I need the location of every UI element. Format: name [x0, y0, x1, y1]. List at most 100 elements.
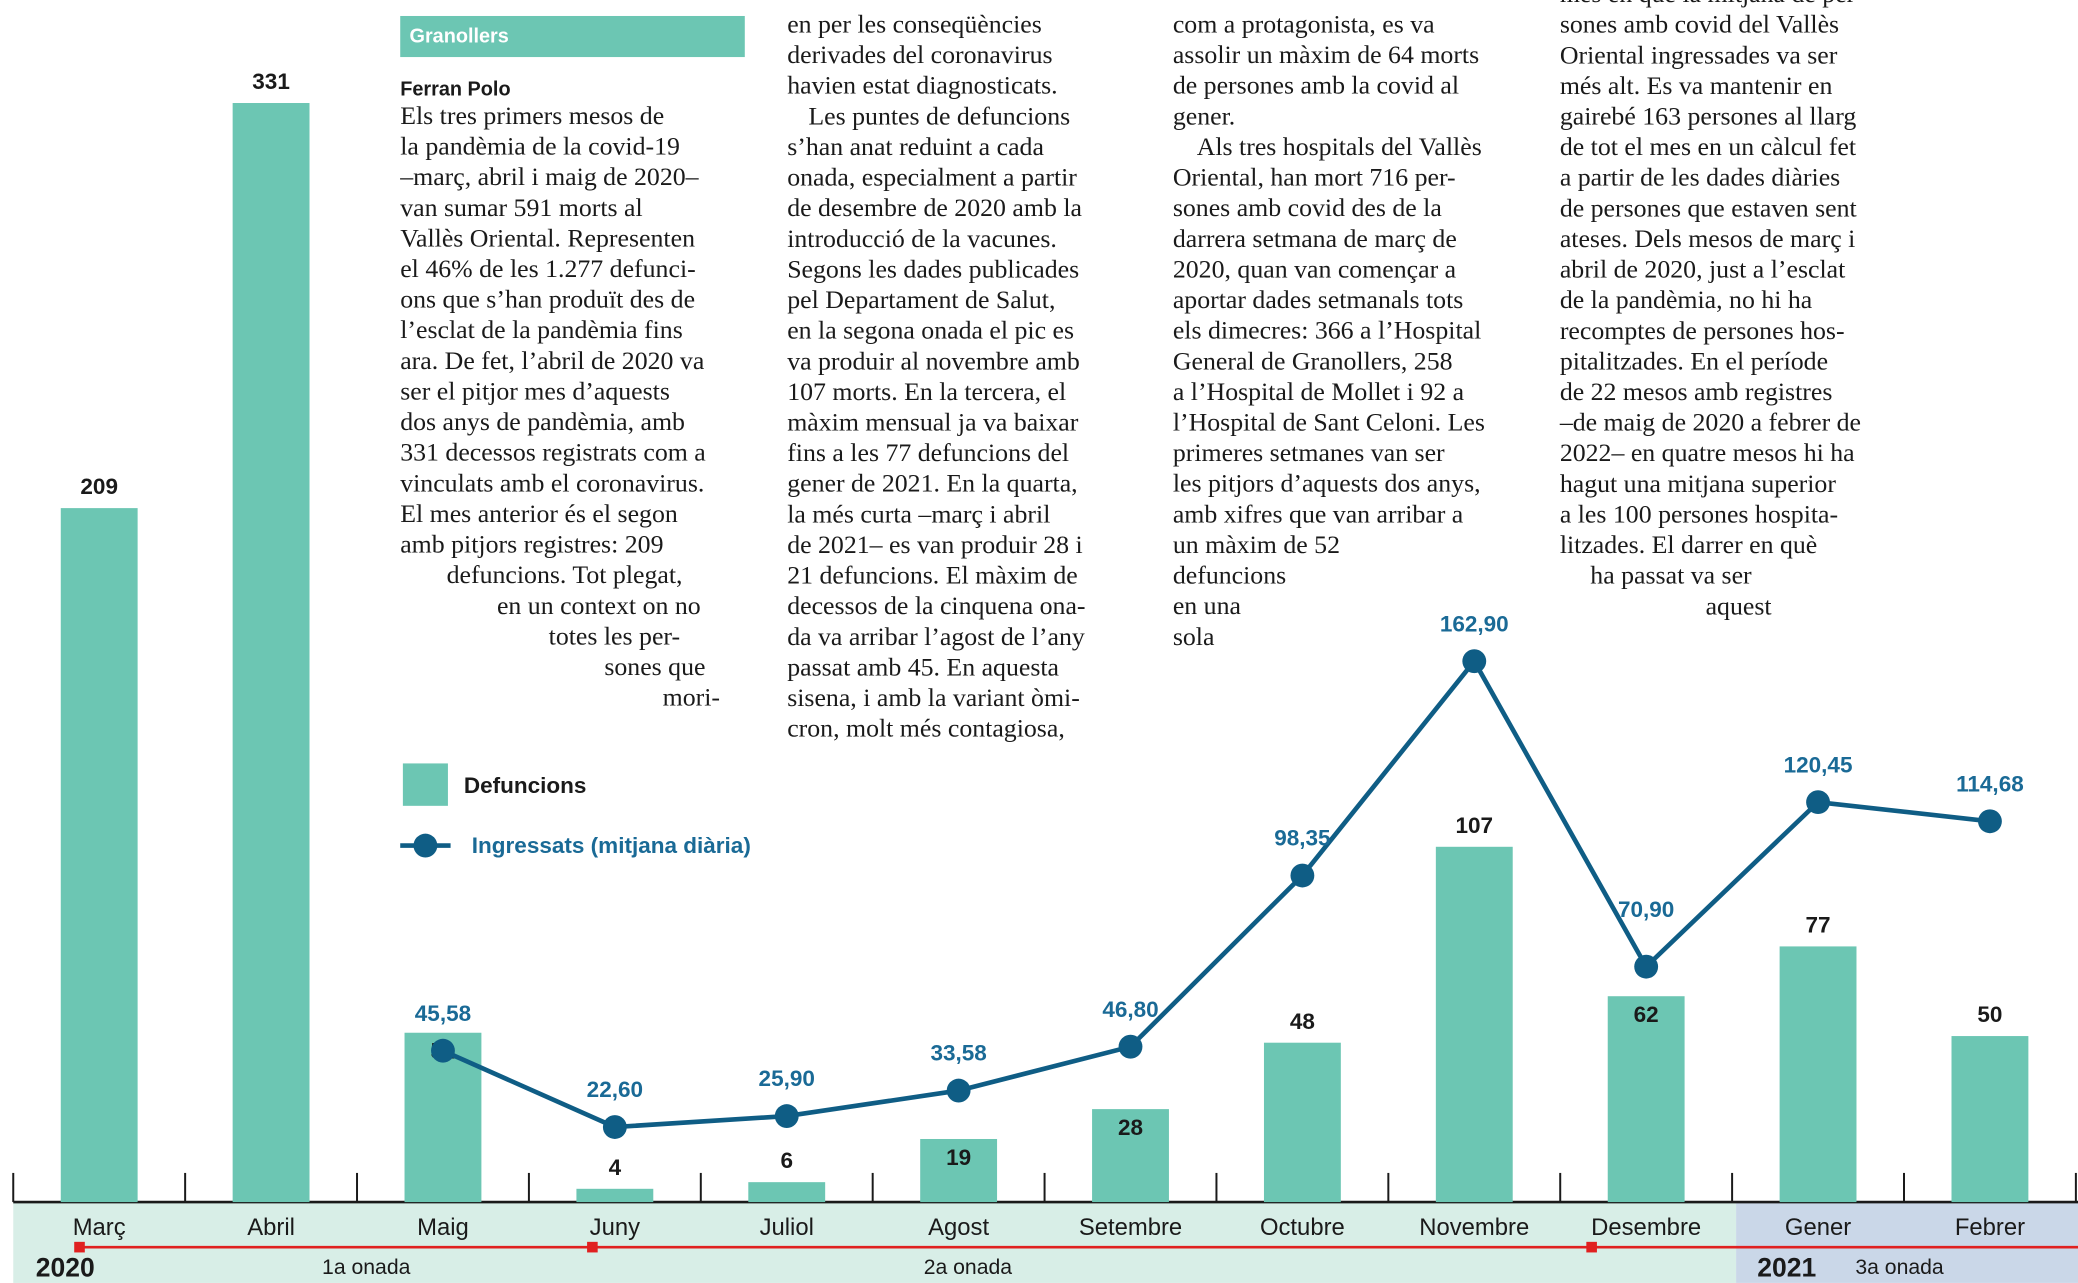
wave-label: 1a onada	[322, 1256, 411, 1279]
article-line: s’han anat reduint a cada	[787, 132, 1044, 161]
x-tick-label: Febrer	[1955, 1214, 2025, 1241]
line-label: 33,58	[930, 1041, 986, 1066]
x-tick-label: Abril	[247, 1214, 295, 1241]
bar	[748, 1182, 826, 1203]
article-line: amb pitjors registres: 209	[400, 530, 663, 559]
article-line: pel Departament de Salut,	[787, 285, 1055, 314]
article-line: aportar dades setmanals tots	[1173, 285, 1463, 314]
article-line: 2020, quan van començar a	[1173, 254, 1457, 283]
article-line: sones amb covid del Vallès	[1560, 10, 1839, 39]
article-line: de persones que estaven sent	[1560, 193, 1858, 222]
bar	[232, 103, 310, 1203]
article-line: va produir al novembre amb	[787, 346, 1080, 375]
bar-label: 62	[1634, 1002, 1659, 1027]
line-label: 45,58	[415, 1001, 471, 1026]
article-line: la més curta –març i abril	[787, 499, 1050, 528]
article-line: ons que s’han produït des de	[400, 285, 695, 314]
article-line: sones amb covid des de la	[1173, 193, 1443, 222]
x-tick-label: Novembre	[1419, 1214, 1529, 1241]
section-title: Granollers	[410, 25, 509, 47]
article-line: cron, molt més contagiosa,	[787, 714, 1065, 743]
article-line: a partir de les dades diàries	[1560, 163, 1840, 192]
line-point	[1634, 954, 1659, 979]
bar	[60, 508, 138, 1203]
bar-label: 4	[609, 1155, 622, 1180]
wave-marker	[74, 1241, 85, 1253]
article-line: els dimecres: 366 a l’Hospital	[1173, 316, 1481, 345]
article-line: onada, especialment a partir	[787, 163, 1077, 192]
bar	[920, 1138, 998, 1203]
article-line: amb xifres que van arribar a	[1173, 499, 1464, 528]
article-line: més alt. Es va mantenir en	[1560, 71, 1833, 100]
article-line: pitalitzades. En el període	[1560, 346, 1828, 375]
line-label: 46,80	[1102, 997, 1158, 1022]
article-line: 2022– en quatre mesos hi ha	[1560, 438, 1855, 467]
bar	[1263, 1042, 1341, 1203]
bar	[1779, 946, 1857, 1203]
article-line: sones que	[604, 652, 705, 681]
article-line: com a protagonista, es va	[1173, 10, 1435, 39]
article-line: –de maig de 2020 a febrer de	[1559, 408, 1861, 437]
wave-marker	[587, 1241, 598, 1253]
article-line: en per les conseqüències	[787, 10, 1042, 39]
bar-label: 6	[780, 1148, 793, 1173]
article-line: de tot el mes en un càlcul fet	[1560, 132, 1857, 161]
wave-label: 3a onada	[1855, 1256, 1944, 1279]
article-line: Oriental, han mort 716 per-	[1173, 163, 1456, 192]
line-label: 98,35	[1274, 826, 1330, 851]
article-line: havien estat diagnosticats.	[787, 71, 1057, 100]
article-line: en un context on no	[497, 591, 701, 620]
article-line: el 46% de les 1.277 defunci-	[400, 254, 696, 283]
bar-label: 77	[1806, 912, 1831, 937]
article-line: en una	[1173, 591, 1242, 620]
article-line: litzades. El darrer en què	[1560, 530, 1817, 559]
article-line: hagut una mitjana superior	[1560, 469, 1837, 498]
legend-dot	[413, 833, 438, 858]
article-line: Als tres hospitals del Vallès	[1197, 132, 1482, 161]
x-tick-label: Juliol	[760, 1214, 814, 1241]
article-line: –març, abril i maig de 2020–	[399, 162, 699, 191]
article-line: Els tres primers mesos de	[400, 101, 664, 130]
bar-label: 107	[1455, 813, 1493, 838]
x-tick-label: Setembre	[1079, 1214, 1182, 1241]
line-point	[1806, 790, 1830, 815]
line-label: 22,60	[587, 1077, 643, 1102]
x-tick-label: Octubre	[1260, 1214, 1345, 1241]
article-line: introducció de la vacunes.	[787, 224, 1057, 253]
line-point	[1462, 649, 1487, 674]
article-line: fins a les 77 defuncions del	[787, 438, 1069, 467]
article-line: a l’Hospital de Mollet i 92 a	[1173, 377, 1465, 406]
line-label: 114,68	[1956, 771, 2024, 796]
article-line: l’esclat de la pandèmia fins	[400, 315, 683, 344]
article-line: 331 decessos registrats com a	[400, 438, 706, 467]
article-line: aquest	[1706, 591, 1773, 620]
article-line: assolir un màxim de 64 morts	[1173, 40, 1479, 69]
line-point	[1290, 863, 1315, 888]
line-point	[602, 1115, 627, 1139]
article-line: derivades del coronavirus	[787, 40, 1052, 69]
article-line: passat amb 45. En aquesta	[787, 652, 1059, 681]
article-line: de 2021– es van produir 28 i	[787, 530, 1083, 559]
x-tick-label: Desembre	[1591, 1214, 1701, 1241]
article-line: 107 morts. En la tercera, el	[787, 377, 1066, 406]
article-line: ser el pitjor mes d’aquests	[400, 376, 670, 405]
article-line: ha passat va ser	[1590, 561, 1752, 590]
article-line: ateses. Dels mesos de març i	[1560, 224, 1856, 253]
article-line: gener.	[1173, 101, 1235, 130]
bar-label: 331	[252, 69, 290, 94]
article-line: Les puntes de defuncions	[808, 101, 1070, 130]
article-line: darrera setmana de març de	[1173, 224, 1457, 253]
article-line: Segons les dades publicades	[787, 254, 1079, 283]
wave-marker	[1586, 1241, 1597, 1253]
author: Ferran Polo	[400, 78, 510, 100]
article-line: l’Hospital de Sant Celoni. Les	[1173, 407, 1485, 436]
article-line: vinculats amb el coronavirus.	[400, 468, 704, 497]
article-line: de 22 mesos amb registres	[1560, 377, 1833, 406]
legend-label: Defuncions	[464, 773, 587, 798]
wave-label: 2a onada	[924, 1256, 1013, 1279]
bar-label: 50	[1977, 1002, 2002, 1027]
line-point	[774, 1104, 799, 1129]
x-tick-label: Gener	[1785, 1214, 1851, 1241]
